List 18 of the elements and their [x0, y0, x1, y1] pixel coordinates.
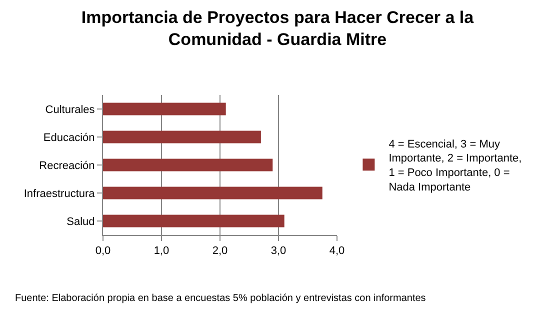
- bar: [103, 158, 273, 172]
- y-tick-label: Salud: [66, 216, 95, 228]
- bar: [103, 130, 261, 144]
- source-note: Fuente: Elaboración propia en base a encuestas 5% población y entrevistas con informantes: [15, 293, 426, 304]
- bar: [103, 102, 226, 116]
- y-tick-label: Culturales: [45, 104, 96, 116]
- chart-title: Importancia de Proyectos para Hacer Crecer a la Comunidad - Guardia Mitre: [81, 8, 474, 49]
- legend-label: 4 = Escencial, 3 = Muy Importante, 2 = Importante, 1 = Poco Importante, 0 = Nada Importante: [388, 138, 522, 194]
- x-tick-label: 3,0: [270, 245, 286, 258]
- x-tick-label: 4,0: [329, 245, 345, 258]
- y-tick-label: Recreación: [39, 160, 95, 172]
- bar: [103, 186, 322, 200]
- x-tick-label: 2,0: [212, 245, 228, 258]
- x-tick-label: 0,0: [95, 245, 111, 258]
- x-tick-label: 1,0: [154, 245, 170, 258]
- y-tick-label: Educación: [43, 132, 95, 144]
- y-tick-label: Infraestructura: [24, 188, 96, 200]
- bar: [103, 214, 284, 228]
